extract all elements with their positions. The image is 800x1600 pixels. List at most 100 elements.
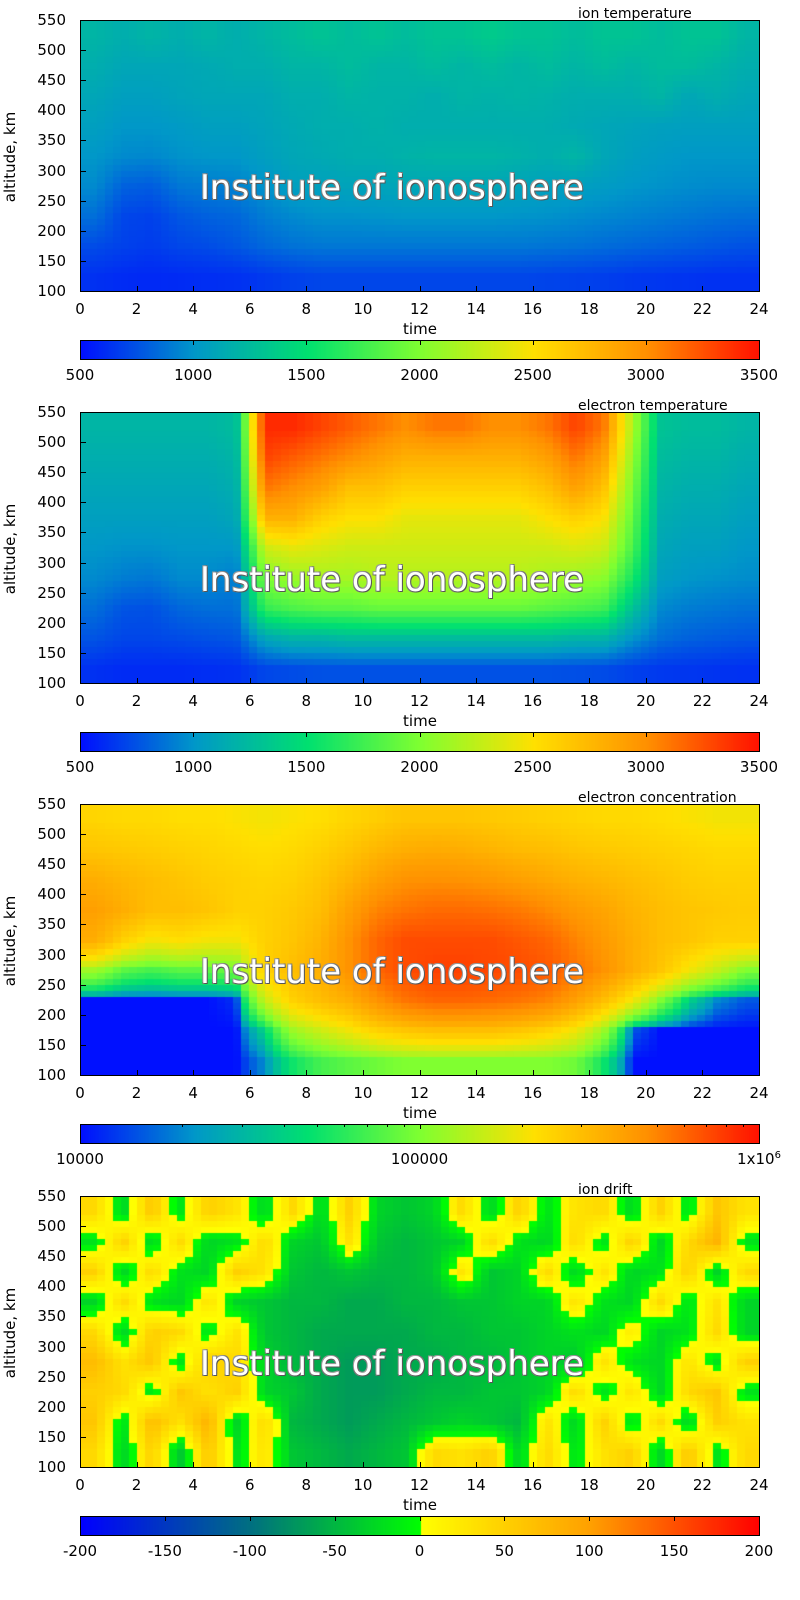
y-tick-label: 300 xyxy=(37,553,66,572)
y-tick-mark xyxy=(80,864,86,866)
colorbar-tick-label: 2500 xyxy=(513,758,552,776)
colorbar-tick-label: 1000 xyxy=(174,758,213,776)
plot-area xyxy=(80,804,760,1076)
colorbar-minor-tick xyxy=(521,1124,523,1127)
x-tick-label: 8 xyxy=(301,300,312,318)
colorbar-tick-label: 1500 xyxy=(287,366,326,384)
x-tick-mark xyxy=(306,678,308,684)
x-tick-label: 20 xyxy=(636,692,656,710)
colorbar-tick-label: 150 xyxy=(659,1542,689,1560)
colorbar-tick-mark xyxy=(674,1516,676,1521)
x-tick-mark xyxy=(759,678,760,684)
heatmap-panel: ion temperature altitude, km time Institute… xyxy=(0,6,800,412)
colorbar-tick-mark xyxy=(419,732,421,737)
y-tick-label: 400 xyxy=(37,493,66,512)
x-tick-label: 4 xyxy=(188,692,198,710)
y-tick-mark xyxy=(80,1406,86,1408)
x-tick-mark xyxy=(193,678,195,684)
colorbar-tick-mark xyxy=(419,1124,421,1129)
x-tick-mark xyxy=(419,1462,421,1468)
x-tick-label: 16 xyxy=(523,692,543,710)
x-tick-mark xyxy=(362,678,364,684)
y-tick-mark xyxy=(80,1316,86,1318)
heatmap-panel: electron temperature altitude, km time Inst… xyxy=(0,398,800,804)
y-tick-label: 300 xyxy=(37,1337,66,1356)
x-tick-mark xyxy=(419,286,421,292)
y-tick-mark xyxy=(80,1346,86,1348)
colorbar-tick-label: -50 xyxy=(322,1542,347,1560)
x-tick-label: 6 xyxy=(244,692,255,710)
x-tick-mark xyxy=(645,286,647,292)
x-tick-mark xyxy=(589,286,591,292)
x-tick-label: 20 xyxy=(636,300,656,318)
y-tick-label: 150 xyxy=(37,1035,66,1054)
y-tick-mark xyxy=(80,954,86,956)
y-tick-mark xyxy=(80,562,86,564)
x-tick-label: 2 xyxy=(131,692,142,710)
plot-title: ion temperature xyxy=(578,6,692,22)
colorbar-tick-mark xyxy=(334,1516,336,1521)
y-tick-label: 300 xyxy=(37,945,66,964)
x-tick-label: 24 xyxy=(749,300,769,318)
plot-area xyxy=(80,20,760,292)
colorbar-minor-tick xyxy=(403,1124,405,1127)
y-tick-mark xyxy=(80,1044,86,1046)
y-tick-mark xyxy=(80,984,86,986)
colorbar-tick-label: 1000 xyxy=(174,366,213,384)
y-tick-mark xyxy=(80,140,86,142)
colorbar-tick-label: 100 xyxy=(574,1542,604,1560)
colorbar-tick-mark xyxy=(759,1124,760,1129)
x-tick-label: 14 xyxy=(466,1476,486,1494)
heatmap-cells xyxy=(81,1197,759,1467)
y-tick-mark xyxy=(80,230,86,232)
colorbar-tick-mark xyxy=(306,732,308,737)
x-tick-mark xyxy=(702,1462,704,1468)
y-tick-label: 150 xyxy=(37,643,66,662)
y-tick-mark xyxy=(80,412,86,413)
x-tick-label: 4 xyxy=(188,1084,198,1102)
heatmap-cells xyxy=(81,413,759,683)
y-tick-label: 250 xyxy=(37,1367,66,1386)
heatmap-cells xyxy=(81,21,759,291)
y-tick-label: 250 xyxy=(37,975,66,994)
y-axis-label: altitude, km xyxy=(1,503,19,595)
y-tick-label: 100 xyxy=(37,674,66,692)
y-tick-label: 400 xyxy=(37,885,66,904)
x-tick-label: 2 xyxy=(131,1476,142,1494)
x-tick-label: 6 xyxy=(244,300,255,318)
x-tick-label: 12 xyxy=(409,1084,430,1102)
x-tick-label: 10 xyxy=(353,300,373,318)
x-tick-label: 12 xyxy=(409,692,430,710)
colorbar-minor-tick xyxy=(743,1124,745,1127)
x-tick-mark xyxy=(645,1462,647,1468)
colorbar-tick-mark xyxy=(249,1516,251,1521)
y-tick-mark xyxy=(80,1286,86,1288)
x-tick-label: 8 xyxy=(301,692,312,710)
x-tick-mark xyxy=(249,286,251,292)
y-tick-label: 100 xyxy=(37,1458,66,1476)
colorbar-tick-label: 2500 xyxy=(513,366,552,384)
x-tick-label: 2 xyxy=(131,1084,142,1102)
x-tick-label: 18 xyxy=(579,1476,599,1494)
colorbar-tick-label: 3000 xyxy=(626,366,665,384)
x-tick-mark xyxy=(136,1462,138,1468)
y-tick-mark xyxy=(80,804,86,805)
colorbar-tick-mark xyxy=(193,340,195,345)
x-tick-mark xyxy=(362,1462,364,1468)
x-tick-mark xyxy=(136,678,138,684)
colorbar-tick-label: 1500 xyxy=(287,758,326,776)
colorbar-minor-tick xyxy=(581,1124,583,1127)
x-tick-label: 4 xyxy=(188,300,198,318)
y-tick-label: 450 xyxy=(37,1247,66,1266)
y-axis-label: altitude, km xyxy=(1,111,19,203)
x-tick-mark xyxy=(80,678,81,684)
y-tick-mark xyxy=(80,442,86,444)
colorbar-tick-label: 200 xyxy=(744,1542,774,1560)
y-tick-label: 200 xyxy=(37,1397,66,1416)
colorbar-tick-mark xyxy=(193,732,195,737)
x-tick-label: 4 xyxy=(188,1476,198,1494)
x-tick-label: 6 xyxy=(244,1476,255,1494)
y-tick-label: 350 xyxy=(37,523,66,542)
colorbar-tick-label: 2000 xyxy=(400,758,439,776)
